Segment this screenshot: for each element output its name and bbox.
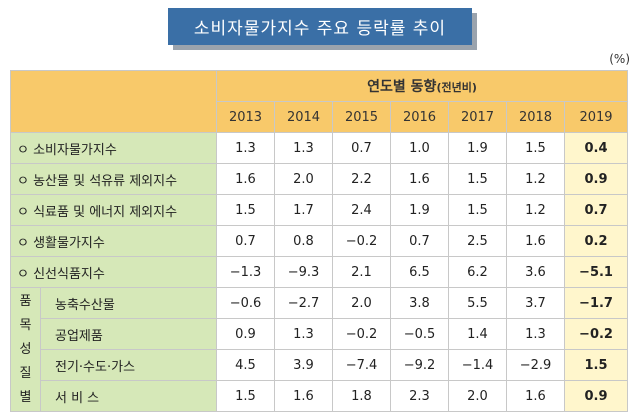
value-cell: 1.6	[216, 163, 275, 195]
page-title: 소비자물가지수 주요 등락률 추이	[167, 8, 473, 45]
value-cell: 1.3	[274, 132, 333, 164]
value-cell: 2.4	[332, 194, 391, 226]
value-cell: 1.6	[506, 225, 565, 257]
value-cell: 6.5	[390, 256, 449, 288]
value-cell: −0.5	[390, 318, 449, 350]
table-row: 공업제품 0.9 1.3 −0.2 −0.5 1.4 1.3 −0.2	[11, 318, 629, 350]
value-cell: 2.0	[274, 163, 333, 195]
year-header: 2018	[506, 101, 565, 133]
year-header: 2016	[390, 101, 449, 133]
value-cell: −0.2	[563, 318, 629, 350]
value-cell: 2.5	[448, 225, 507, 257]
value-cell: 1.3	[506, 318, 565, 350]
group-label-char: 품	[19, 293, 32, 309]
value-cell: 2.2	[332, 163, 391, 195]
value-cell: −0.2	[332, 225, 391, 257]
value-cell: 1.2	[506, 194, 565, 226]
value-cell: 1.5	[506, 132, 565, 164]
value-cell: −1.3	[216, 256, 275, 288]
value-cell: 1.9	[390, 194, 449, 226]
value-cell: 3.6	[506, 256, 565, 288]
row-label: ㅇ 생활물가지수	[10, 225, 217, 257]
table-row: ㅇ 신선식품지수 −1.3 −9.3 2.1 6.5 6.2 3.6 −5.1	[10, 256, 629, 288]
value-cell: 0.7	[563, 194, 629, 226]
value-cell: 2.1	[332, 256, 391, 288]
header-group: 연도별 동향(전년비)	[215, 70, 629, 102]
year-header: 2015	[332, 101, 391, 133]
value-cell: 0.4	[563, 132, 629, 164]
value-cell: 1.3	[216, 132, 275, 164]
table-row: 품 목 성 질 별 농축수산물 −0.6 −2.7 2.0 3.8 5.5 3.7 −1.7	[10, 287, 629, 412]
value-cell: 1.3	[274, 318, 333, 350]
year-header: 2019	[563, 101, 629, 133]
value-cell: 0.7	[332, 132, 391, 164]
cpi-table: 연도별 동향(전년비) 2013 2014 2015 2016 2017 2018 2019…	[10, 70, 629, 412]
value-cell: 2.0	[332, 287, 391, 319]
unit-label: (%)	[609, 52, 630, 66]
value-cell: −0.2	[332, 318, 391, 350]
value-cell: −0.6	[216, 287, 275, 319]
value-cell: −1.4	[448, 349, 507, 381]
row-label: ㅇ 신선식품지수	[10, 256, 217, 288]
value-cell: 0.9	[563, 163, 629, 195]
value-cell: 1.7	[274, 194, 333, 226]
year-header: 2014	[274, 101, 333, 133]
value-cell: 1.0	[390, 132, 449, 164]
group-label-char: 목	[19, 317, 32, 333]
value-cell: 1.9	[448, 132, 507, 164]
table-body: ㅇ 소비자물가지수 1.3 1.3 0.7 1.0 1.9 1.5 0.4 ㅇ 농산물 및 석유…	[10, 132, 629, 412]
row-label: ㅇ 소비자물가지수	[10, 132, 217, 164]
value-cell: 5.5	[448, 287, 507, 319]
value-cell: 4.5	[216, 349, 275, 381]
table-row: ㅇ 식료품 및 에너지 제외지수 1.5 1.7 2.4 1.9 1.5 1.2 0.7	[10, 194, 629, 226]
value-cell: 1.5	[216, 194, 275, 226]
title-container: 소비자물가지수 주요 등락률 추이	[0, 8, 640, 45]
group-label-char: 질	[19, 365, 32, 381]
value-cell: 1.2	[506, 163, 565, 195]
value-cell: 1.6	[390, 163, 449, 195]
value-cell: 0.9	[563, 380, 629, 412]
value-cell: −9.3	[274, 256, 333, 288]
group-label-char: 별	[19, 389, 32, 405]
row-label: ㅇ 식료품 및 에너지 제외지수	[10, 194, 217, 226]
value-cell: 6.2	[448, 256, 507, 288]
value-cell: 0.8	[274, 225, 333, 257]
header-group-sub: (전년비)	[436, 81, 477, 94]
value-cell: −9.2	[390, 349, 449, 381]
value-cell: 0.2	[563, 225, 629, 257]
value-cell: 1.5	[448, 163, 507, 195]
value-cell: 1.5	[448, 194, 507, 226]
table-row: ㅇ 소비자물가지수 1.3 1.3 0.7 1.0 1.9 1.5 0.4	[10, 132, 629, 164]
value-cell: 3.8	[390, 287, 449, 319]
value-cell: 1.4	[448, 318, 507, 350]
value-cell: −2.7	[274, 287, 333, 319]
value-cell: 0.7	[390, 225, 449, 257]
subrow-label: 전기·수도·가스	[40, 349, 217, 381]
value-cell: 0.9	[216, 318, 275, 350]
subrow-label: 농축수산물	[40, 287, 217, 319]
value-cell: −2.9	[506, 349, 565, 381]
header-corner	[10, 70, 217, 133]
value-cell: 1.5	[563, 349, 629, 381]
value-cell: −1.7	[563, 287, 629, 319]
value-cell: 0.7	[216, 225, 275, 257]
year-header: 2017	[448, 101, 507, 133]
header-group-main: 연도별 동향	[367, 79, 437, 95]
year-header: 2013	[216, 101, 275, 133]
value-cell: 3.9	[274, 349, 333, 381]
table-row: ㅇ 농산물 및 석유류 제외지수 1.6 2.0 2.2 1.6 1.5 1.2 0.9	[10, 163, 629, 195]
value-cell: 3.7	[506, 287, 565, 319]
value-cell: −7.4	[332, 349, 391, 381]
table-row: ㅇ 생활물가지수 0.7 0.8 −0.2 0.7 2.5 1.6 0.2	[10, 225, 629, 257]
value-cell: −5.1	[563, 256, 629, 288]
row-label: ㅇ 농산물 및 석유류 제외지수	[10, 163, 217, 195]
year-header-row: 2013 2014 2015 2016 2017 2018 2019	[11, 101, 629, 133]
subrow-label: 공업제품	[40, 318, 217, 350]
group-label-char: 성	[19, 341, 32, 357]
table-row: 전기·수도·가스 4.5 3.9 −7.4 −9.2 −1.4 −2.9 1.5	[11, 349, 629, 381]
